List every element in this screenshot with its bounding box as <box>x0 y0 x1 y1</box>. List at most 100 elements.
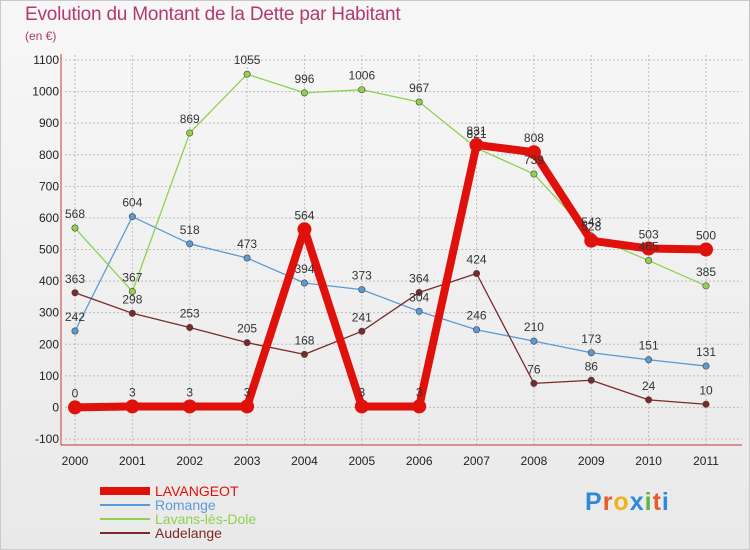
data-point <box>240 399 255 414</box>
data-point <box>243 70 251 78</box>
data-point <box>358 86 366 94</box>
y-tick-label: 0 <box>52 400 59 414</box>
data-label: 242 <box>65 310 85 324</box>
data-label: 3 <box>129 385 136 399</box>
data-point <box>300 350 308 358</box>
data-label: 996 <box>294 72 314 86</box>
y-tick-label: 200 <box>39 337 59 351</box>
legend-label: Lavans-lès-Dole <box>155 511 256 527</box>
x-tick-label: 2000 <box>62 454 89 468</box>
legend-label: Audelange <box>155 525 222 541</box>
data-label: 1055 <box>234 53 261 67</box>
data-label: 363 <box>65 272 85 286</box>
data-point <box>530 170 538 178</box>
data-point <box>702 282 710 290</box>
data-label: 385 <box>696 265 716 279</box>
series-line-romange <box>74 216 707 367</box>
data-point <box>645 257 653 265</box>
y-tick-label: 300 <box>39 306 59 320</box>
y-tick-label: 500 <box>39 243 59 257</box>
data-label: 10 <box>699 383 713 397</box>
data-point <box>300 279 308 287</box>
data-point <box>699 242 713 257</box>
data-point <box>415 288 423 296</box>
x-tick-label: 2003 <box>234 454 261 468</box>
data-label: 0 <box>72 386 79 400</box>
data-label: 568 <box>65 207 85 221</box>
data-point <box>354 399 369 414</box>
data-point <box>530 337 538 345</box>
data-label: 246 <box>467 309 487 323</box>
data-point <box>641 241 656 256</box>
data-label: 304 <box>409 290 429 304</box>
data-label: 373 <box>352 269 372 283</box>
data-label: 473 <box>237 237 257 251</box>
data-point <box>71 327 79 335</box>
x-tick-label: 2008 <box>521 454 548 468</box>
series-line-lavangeot <box>71 140 710 412</box>
data-point <box>587 376 595 384</box>
data-point <box>473 270 481 278</box>
x-tick-label: 2001 <box>119 454 146 468</box>
data-point <box>358 327 366 335</box>
data-point <box>300 89 308 97</box>
x-tick-label: 2002 <box>176 454 203 468</box>
legend-label: LAVANGEOT <box>155 483 239 499</box>
data-label: 424 <box>467 253 487 267</box>
y-tick-label: 800 <box>39 148 59 162</box>
data-label: 604 <box>122 196 142 210</box>
data-label: 739 <box>524 153 544 167</box>
data-label: 210 <box>524 320 544 334</box>
data-label: 298 <box>122 292 142 306</box>
data-label: 543 <box>581 215 601 229</box>
data-label: 465 <box>639 240 659 254</box>
data-point <box>71 224 79 232</box>
data-label: 131 <box>696 345 716 359</box>
data-point <box>645 396 653 404</box>
series-line-audelange <box>74 272 707 405</box>
y-tick-label: 100 <box>39 369 59 383</box>
data-label: 241 <box>352 310 372 324</box>
data-label: 518 <box>180 223 200 237</box>
data-label: 253 <box>180 307 200 321</box>
data-point <box>412 399 427 414</box>
data-label: 168 <box>294 333 314 347</box>
data-label: 205 <box>237 322 257 336</box>
data-label: 24 <box>642 379 656 393</box>
data-label: 564 <box>294 208 314 222</box>
y-tick-label: 1100 <box>33 53 59 67</box>
data-point <box>243 254 251 262</box>
data-label: 503 <box>639 228 659 242</box>
x-tick-label: 2006 <box>406 454 433 468</box>
data-point <box>469 137 484 152</box>
data-point <box>526 145 541 160</box>
data-label: 3 <box>186 385 193 399</box>
data-label: 500 <box>696 229 716 243</box>
data-label: 831 <box>467 124 487 138</box>
data-point <box>182 399 197 414</box>
data-point <box>587 349 595 357</box>
data-label: 528 <box>581 220 601 234</box>
data-label: 3 <box>358 385 365 399</box>
y-tick-label: 900 <box>39 116 59 130</box>
data-label: 151 <box>639 339 659 353</box>
data-point <box>645 356 653 364</box>
x-tick-label: 2010 <box>635 454 662 468</box>
data-point <box>71 289 79 297</box>
data-label: 967 <box>409 81 429 95</box>
chart-title: Evolution du Montant de la Dette par Hab… <box>25 4 401 25</box>
y-tick-label: 600 <box>39 211 59 225</box>
data-labels: 0 3 3 3 564 3 3 831 808 528 503 500 242 604 518 473 394 3… <box>65 53 716 400</box>
series-line-lavans-l-s-dole <box>74 73 707 293</box>
data-label: 808 <box>524 131 544 145</box>
data-point <box>584 233 599 248</box>
data-point <box>68 400 82 415</box>
data-point <box>358 286 366 294</box>
x-tick-label: 2004 <box>291 454 318 468</box>
data-label: 1006 <box>348 69 375 83</box>
data-point <box>186 129 194 137</box>
data-point <box>415 307 423 315</box>
data-label: 173 <box>581 332 601 346</box>
